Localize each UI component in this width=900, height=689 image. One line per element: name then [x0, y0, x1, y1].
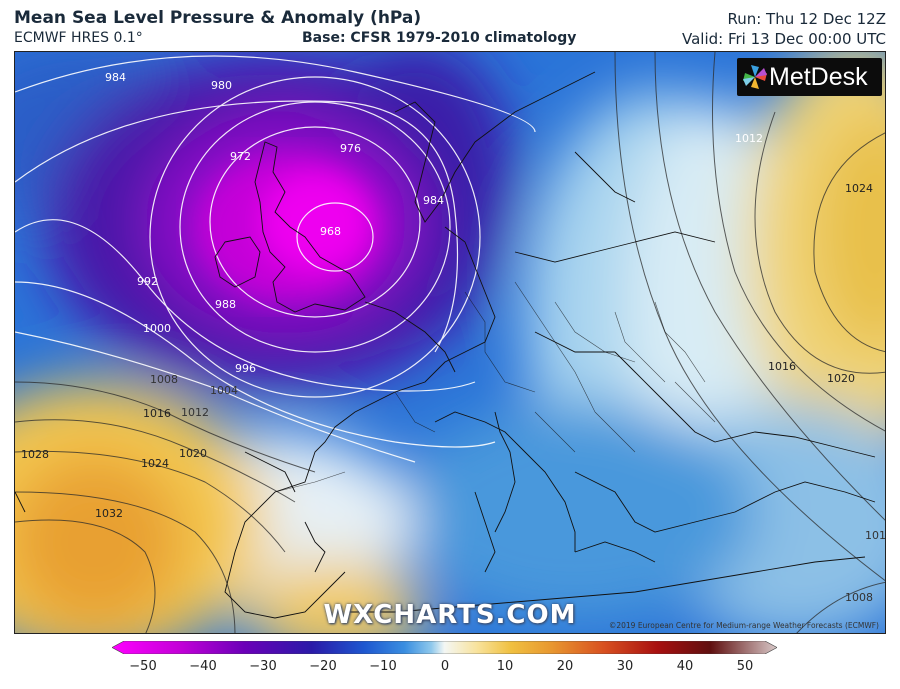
isobar-label-988: 988	[215, 298, 236, 311]
wxcharts-watermark: WXCHARTS.COM	[323, 600, 577, 630]
isobar-label-1016-b: 1016	[768, 360, 796, 373]
isobar-label-984-a: 984	[105, 71, 126, 84]
metdesk-logo: MetDesk	[737, 58, 882, 96]
negative-isobars	[15, 55, 536, 463]
isobar-label-1000: 1000	[143, 322, 171, 335]
isobar-label-1004: 1004	[210, 384, 238, 397]
colorbar-tick-minus50: −50	[129, 659, 157, 674]
isobar-label-1016-a: 1016	[143, 407, 171, 420]
isobar-label-1024-a: 1024	[141, 457, 169, 470]
isobar-labels: 984 980 976 972 968 984 992 988 1000 996…	[21, 71, 886, 604]
colorbar-tick-0: 0	[440, 659, 450, 674]
isobar-label-1020-a: 1020	[179, 447, 207, 460]
metdesk-logo-text: MetDesk	[769, 63, 868, 91]
isobar-label-1024-b: 1024	[845, 182, 873, 195]
climatology-base: Base: CFSR 1979-2010 climatology	[302, 30, 577, 46]
copyright-notice: ©2019 European Centre for Medium-range W…	[608, 621, 879, 630]
colorbar-tick-40: 40	[676, 659, 694, 674]
isobar-label-1032: 1032	[95, 507, 123, 520]
isobar-label-976: 976	[340, 142, 361, 155]
valid-time: Valid: Fri 13 Dec 00:00 UTC	[682, 30, 886, 48]
pressure-anomaly-map: 984 980 976 972 968 984 992 988 1000 996…	[14, 51, 886, 634]
isobar-label-972: 972	[230, 150, 251, 163]
isobar-label-996: 996	[235, 362, 256, 375]
country-borders	[274, 281, 716, 493]
colorbar-tick-minus30: −30	[249, 659, 277, 674]
model-label: ECMWF HRES 0.1°	[14, 30, 143, 46]
isobar-label-980: 980	[211, 79, 232, 92]
anomaly-colorbar	[112, 641, 777, 654]
isobar-label-1016-c: 1016	[865, 529, 886, 542]
colorbar-tick-50: 50	[736, 659, 754, 674]
coastlines	[15, 71, 876, 619]
metdesk-pinwheel-icon	[743, 65, 767, 89]
colorbar-tick-minus10: −10	[369, 659, 397, 674]
isobar-label-1012-a: 1012	[181, 406, 209, 419]
colorbar-tick-30: 30	[616, 659, 634, 674]
isobar-label-1028: 1028	[21, 448, 49, 461]
run-time: Run: Thu 12 Dec 12Z	[727, 10, 886, 28]
colorbar-tick-minus20: −20	[309, 659, 337, 674]
chart-title: Mean Sea Level Pressure & Anomaly (hPa)	[14, 8, 422, 28]
isobar-label-992: 992	[137, 275, 158, 288]
isobar-label-1008: 1008	[150, 373, 178, 386]
colorbar-tick-minus40: −40	[189, 659, 217, 674]
colorbar-tick-20: 20	[556, 659, 574, 674]
isobar-label-984-b: 984	[423, 194, 444, 207]
isobar-label-1020-b: 1020	[827, 372, 855, 385]
map-canvas: 984 980 976 972 968 984 992 988 1000 996…	[15, 52, 886, 633]
colorbar-tick-10: 10	[496, 659, 514, 674]
isobar-label-1012-b: 1012	[735, 132, 763, 145]
isobar-label-968: 968	[320, 225, 341, 238]
isobar-label-1008-b: 1008	[845, 591, 873, 604]
